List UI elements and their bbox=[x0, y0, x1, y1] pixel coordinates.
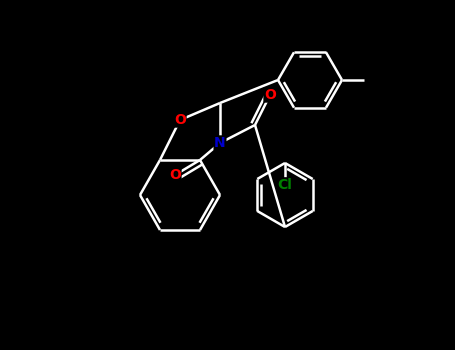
Text: N: N bbox=[214, 136, 226, 150]
Text: O: O bbox=[174, 113, 186, 127]
Text: O: O bbox=[264, 88, 276, 102]
Text: Cl: Cl bbox=[278, 178, 293, 192]
Text: O: O bbox=[169, 168, 181, 182]
